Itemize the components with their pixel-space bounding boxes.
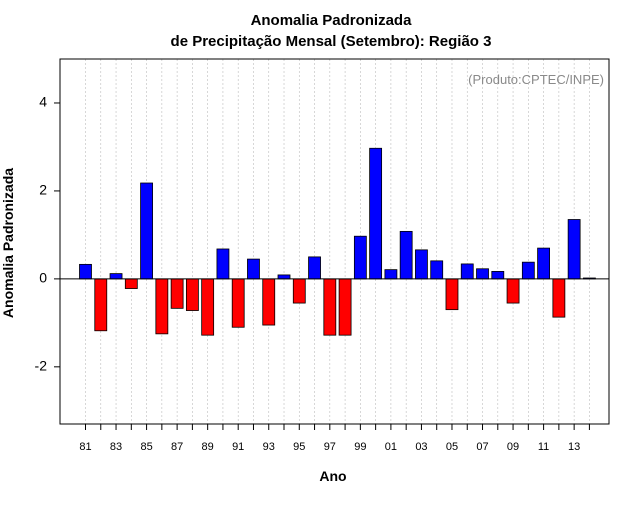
x-tick-label: 05 bbox=[446, 441, 458, 453]
x-tick-label: 93 bbox=[263, 441, 275, 453]
source-annotation: (Produto:CPTEC/INPE) bbox=[468, 72, 604, 87]
y-tick-label: 2 bbox=[39, 182, 47, 198]
y-tick-label: 0 bbox=[39, 270, 47, 286]
x-tick-label: 99 bbox=[354, 441, 366, 453]
bar-87 bbox=[170, 278, 184, 309]
bar-95 bbox=[292, 278, 306, 304]
x-axis: 81 83 85 87 89 91 93 95 97 99 01 03 05 07 09 11 13 bbox=[79, 424, 590, 453]
bar-97 bbox=[323, 278, 337, 336]
bar-00 bbox=[369, 147, 383, 280]
bar-09 bbox=[506, 278, 520, 304]
bar-94 bbox=[277, 274, 291, 280]
bar-04 bbox=[430, 260, 444, 280]
bar-07 bbox=[476, 268, 489, 280]
bar-01 bbox=[384, 269, 398, 280]
x-axis-title: Ano bbox=[319, 468, 346, 484]
y-tick-label: 4 bbox=[39, 94, 47, 110]
bar-10 bbox=[521, 261, 535, 280]
x-tick-label: 09 bbox=[507, 441, 519, 453]
bar-82 bbox=[94, 278, 108, 332]
bar-92 bbox=[247, 258, 260, 280]
x-tick-label: 11 bbox=[538, 441, 549, 453]
bars bbox=[79, 147, 596, 336]
bar-96 bbox=[308, 256, 321, 280]
x-tick-label: 89 bbox=[202, 441, 214, 453]
bar-89 bbox=[201, 278, 215, 336]
x-tick-label: 91 bbox=[232, 441, 244, 453]
bar-11 bbox=[537, 247, 550, 280]
bar-99 bbox=[353, 235, 367, 280]
x-tick-label: 81 bbox=[79, 441, 91, 453]
x-tick-label: 07 bbox=[476, 441, 488, 453]
plot-frame bbox=[59, 58, 610, 425]
x-tick-label: 85 bbox=[140, 441, 152, 453]
chart-title: Anomalia Padronizada bbox=[251, 12, 413, 29]
bar-93 bbox=[262, 278, 276, 326]
chart-subtitle: de Precipitação Mensal (Setembro): Regiã… bbox=[171, 33, 492, 50]
bar-84 bbox=[124, 278, 138, 289]
x-tick-label: 83 bbox=[110, 441, 122, 453]
bar-83 bbox=[109, 273, 123, 280]
bar-98 bbox=[338, 278, 352, 336]
x-tick-label: 95 bbox=[293, 441, 305, 453]
y-axis-title: Anomalia Padronizada bbox=[0, 168, 16, 318]
bar-12 bbox=[552, 278, 566, 318]
bar-02 bbox=[399, 230, 413, 280]
bar-90 bbox=[216, 248, 230, 280]
bar-91 bbox=[231, 278, 245, 328]
bar-06 bbox=[460, 263, 474, 280]
x-tick-label: 01 bbox=[385, 441, 397, 453]
bar-03 bbox=[415, 249, 428, 280]
x-tick-label: 03 bbox=[415, 441, 427, 453]
bar-85 bbox=[140, 182, 153, 280]
y-axis: -2 0 2 4 bbox=[35, 94, 60, 374]
x-tick-label: 97 bbox=[324, 441, 336, 453]
x-tick-label: 13 bbox=[568, 441, 580, 453]
bar-86 bbox=[155, 278, 169, 335]
grid-lines bbox=[85, 59, 590, 424]
y-tick-label: -2 bbox=[35, 358, 48, 374]
bar-13 bbox=[567, 219, 581, 280]
x-tick-label: 87 bbox=[171, 441, 183, 453]
bar-08 bbox=[491, 270, 505, 280]
bar-05 bbox=[445, 278, 459, 311]
bar-88 bbox=[185, 278, 199, 311]
bar-81 bbox=[79, 263, 92, 280]
